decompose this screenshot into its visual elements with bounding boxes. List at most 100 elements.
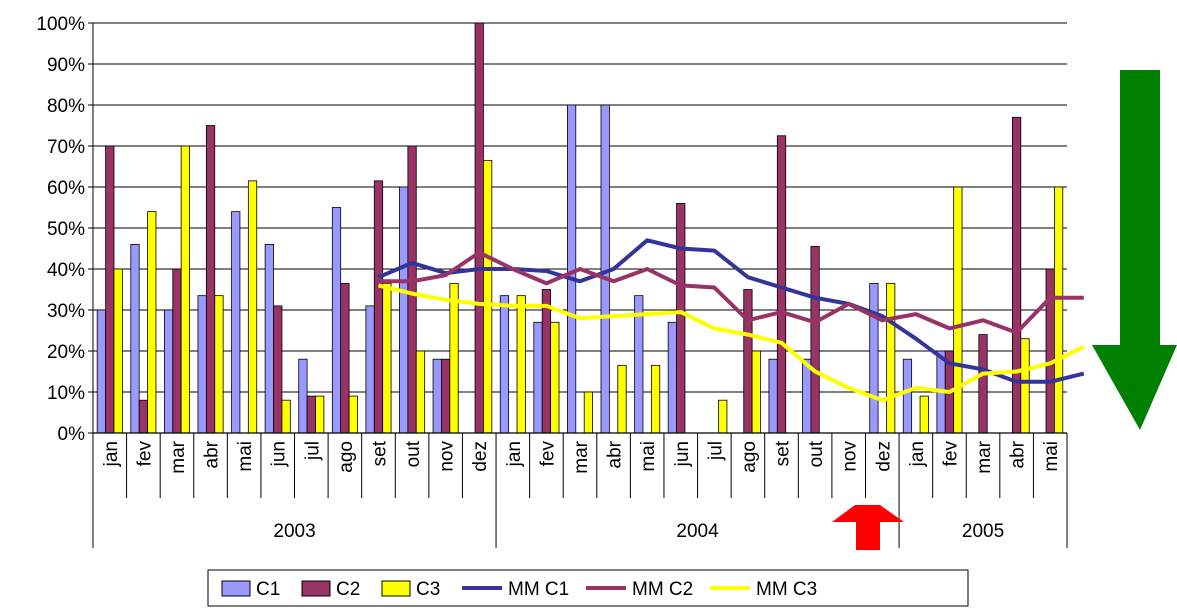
line-mm-c3 bbox=[378, 283, 1085, 403]
bar-c2-dez bbox=[474, 22, 484, 434]
bar-c2-jan bbox=[105, 145, 115, 434]
bar-c2-out bbox=[407, 145, 417, 434]
bar-c1-jan bbox=[96, 309, 106, 434]
month-label: mar bbox=[571, 440, 592, 473]
month-label: nov bbox=[437, 441, 458, 472]
bar-c1-jun bbox=[667, 321, 677, 434]
month-label: mai bbox=[638, 441, 659, 472]
month-label: abr bbox=[605, 440, 626, 468]
bar-c2-mar bbox=[978, 334, 988, 434]
red-up-arrow bbox=[832, 505, 904, 550]
y-tick-label: 20% bbox=[47, 342, 85, 363]
year-labels: 2003 2004 2005 bbox=[273, 521, 1004, 542]
line-mm-c2 bbox=[378, 250, 1084, 335]
legend-label: MM C3 bbox=[756, 579, 817, 600]
y-tick-label: 90% bbox=[47, 55, 85, 76]
month-label: jan bbox=[101, 441, 122, 467]
month-label: ago bbox=[336, 441, 357, 473]
bar-c1-jan bbox=[902, 358, 913, 434]
month-label: jun bbox=[672, 441, 693, 467]
year-label: 2003 bbox=[273, 521, 315, 542]
month-label: nov bbox=[840, 441, 861, 472]
bar-c3-jan bbox=[919, 395, 929, 434]
bar-c1-jun bbox=[264, 243, 274, 434]
month-label: mar bbox=[974, 440, 995, 473]
y-tick-label: 100% bbox=[36, 14, 85, 35]
month-label: fev bbox=[940, 441, 961, 467]
bar-c3-ago bbox=[348, 395, 358, 434]
month-label: set bbox=[773, 440, 794, 466]
bar-c2-ago bbox=[340, 282, 350, 434]
bar-c3-dez bbox=[886, 282, 896, 434]
bar-c1-set bbox=[365, 305, 375, 434]
bar-c2-jun bbox=[676, 202, 686, 434]
month-label: mai bbox=[1041, 441, 1062, 472]
bar-c2-jun bbox=[273, 305, 283, 434]
year-label: 2005 bbox=[962, 521, 1004, 542]
bar-c1-jul bbox=[298, 358, 308, 434]
bar-c1-jan bbox=[499, 295, 510, 434]
legend-swatch-c1 bbox=[221, 580, 251, 597]
bar-c2-abr bbox=[1012, 116, 1022, 434]
line-mm-c1 bbox=[377, 238, 1085, 384]
bar-c3-fev bbox=[953, 186, 963, 434]
bar-c3-fev bbox=[147, 211, 157, 434]
bar-c3-mai bbox=[1054, 186, 1064, 434]
bar-c1-fev bbox=[130, 243, 140, 434]
legend: C1 C2 C3 MM C1 MM C2 MM C3 bbox=[207, 569, 969, 607]
bar-c2-set bbox=[776, 135, 787, 434]
bar-c2-fev bbox=[541, 289, 552, 434]
bar-c3-abr bbox=[1020, 338, 1030, 434]
moving-average-lines bbox=[377, 238, 1085, 403]
bar-c2-mai bbox=[1045, 268, 1055, 434]
month-label: dez bbox=[873, 441, 894, 472]
month-label: jun bbox=[269, 441, 290, 467]
bar-c1-mar bbox=[163, 309, 174, 434]
bar-c2-ago bbox=[743, 289, 753, 434]
bar-c3-jan bbox=[516, 295, 526, 434]
legend-label: C3 bbox=[416, 579, 440, 600]
y-tick-label: 40% bbox=[47, 260, 85, 281]
month-label: ago bbox=[739, 441, 760, 473]
legend-label: MM C2 bbox=[632, 579, 693, 600]
y-tick-label: 10% bbox=[47, 383, 85, 404]
bar-c1-dez bbox=[869, 282, 879, 434]
bar-c1-nov bbox=[432, 358, 442, 434]
month-label: jan bbox=[504, 441, 525, 467]
bar-c3-mai bbox=[650, 364, 661, 434]
month-label: out bbox=[403, 440, 424, 467]
bar-c3-jun bbox=[281, 399, 291, 434]
legend-label: MM C1 bbox=[508, 579, 569, 600]
bar-c3-mai bbox=[247, 180, 258, 434]
bar-c1-out bbox=[399, 186, 409, 434]
bar-c3-jul bbox=[718, 399, 728, 434]
month-label: fev bbox=[537, 441, 558, 467]
bar-c1-ago bbox=[331, 207, 342, 434]
legend-label: C1 bbox=[256, 579, 280, 600]
bar-c3-abr bbox=[214, 295, 224, 434]
month-label: out bbox=[806, 440, 827, 467]
y-tick-labels: 0% 10% 20% 30% 40% 50% 60% 70% 80% 90% 100% bbox=[36, 14, 85, 445]
y-tick-label: 60% bbox=[47, 178, 85, 199]
month-label: jul bbox=[302, 441, 323, 461]
bar-c1-out bbox=[802, 358, 812, 434]
bar-c1-fev bbox=[533, 321, 543, 434]
bar-c2-set bbox=[373, 180, 384, 434]
bar-c2-jul bbox=[306, 395, 316, 434]
bar-c1-mar bbox=[567, 104, 577, 434]
bar-c3-mar bbox=[180, 145, 190, 434]
month-label: fev bbox=[134, 441, 155, 467]
legend-swatch-c3 bbox=[381, 580, 411, 597]
bar-c2-out bbox=[810, 246, 820, 434]
month-label: set bbox=[370, 440, 391, 466]
bar-c3-mar bbox=[583, 391, 593, 434]
bar-c3-dez bbox=[483, 159, 493, 434]
bar-c2-nov bbox=[441, 358, 451, 434]
month-label: dez bbox=[470, 441, 491, 472]
bar-c3-abr bbox=[617, 364, 627, 434]
month-labels: jan fev mar abr mai jun jul ago set out nov dez jan f… bbox=[101, 440, 1062, 473]
bar-c3-out bbox=[415, 350, 426, 434]
bar-c2-abr bbox=[205, 125, 216, 434]
